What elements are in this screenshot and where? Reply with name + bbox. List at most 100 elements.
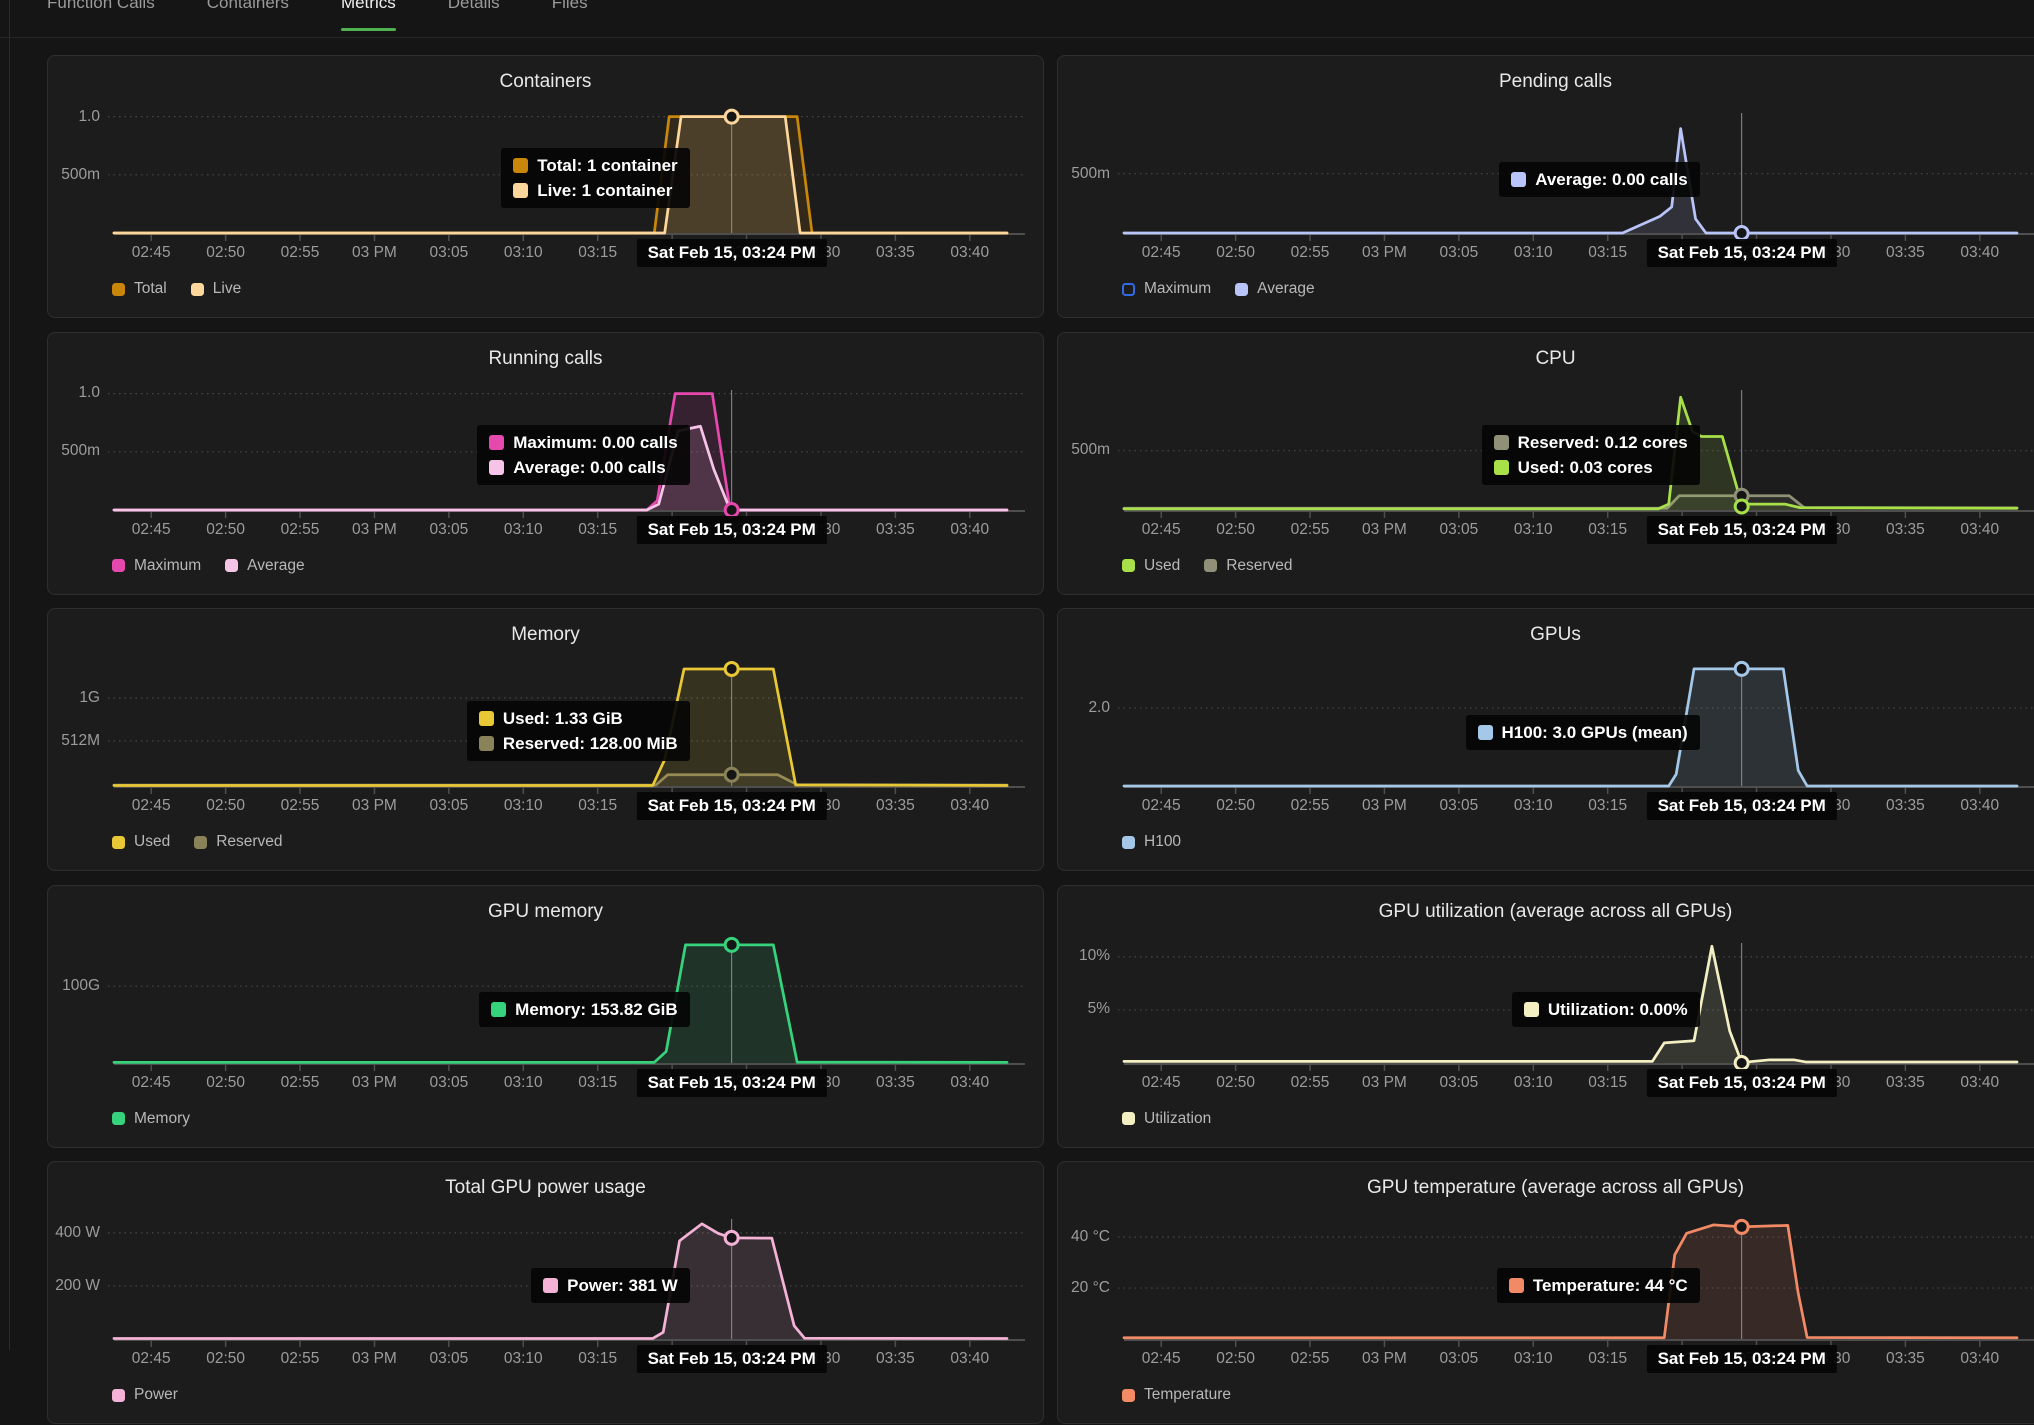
legend-color-chip	[112, 559, 125, 572]
chart-plot-containers[interactable]	[48, 56, 1045, 319]
x-axis-label: 03:35	[1885, 1073, 1925, 1091]
x-axis-label: 03:40	[1960, 797, 2000, 814]
series-color-chip	[543, 1278, 559, 1293]
x-axis-label: 03 PM	[352, 1350, 397, 1367]
x-axis-label: 03:05	[429, 244, 469, 261]
tab-bar: Function Calls Containers Metrics Details Fi…	[0, 0, 2034, 38]
chart-plot-cpu[interactable]	[1058, 333, 2034, 596]
tooltip-row: Maximum: 0.00 calls	[489, 434, 678, 451]
chart-legend: Power	[112, 1386, 178, 1404]
date-tooltip: Sat Feb 15, 03:24 PM	[636, 239, 827, 267]
chart-title: GPU utilization (average across all GPUs…	[1378, 900, 1733, 922]
legend-item-temperature[interactable]: Temperature	[1122, 1386, 1231, 1404]
series-color-chip	[478, 736, 494, 751]
legend-color-chip	[1122, 559, 1135, 572]
chart-legend: Maximum Average	[1122, 280, 1315, 298]
tab-details[interactable]: Details	[448, 0, 500, 37]
tab-containers[interactable]: Containers	[207, 0, 289, 37]
tooltip-value-text: Used: 1.33 GiB	[502, 709, 623, 728]
x-axis-label: 03 PM	[1362, 797, 1407, 814]
chart-card-gpu-utilization: GPU utilization (average across all GPUs…	[1057, 884, 2034, 1148]
x-axis-label: 02:55	[280, 797, 320, 814]
value-tooltip: Used: 1.33 GiB Reserved: 128.00 MiB	[466, 701, 690, 761]
crosshair-marker	[1733, 660, 1750, 677]
x-axis-label: 03:35	[1885, 1350, 1925, 1367]
tooltip-value-text: Average: 0.00 calls	[513, 457, 666, 477]
x-axis-label: 03:35	[875, 244, 915, 261]
x-axis-label: 02:50	[206, 244, 246, 261]
date-tooltip: Sat Feb 15, 03:24 PM	[1646, 792, 1837, 820]
tab-function-calls[interactable]: Function Calls	[47, 0, 155, 37]
chart-plot-memory[interactable]	[48, 609, 1045, 872]
crosshair-marker	[723, 501, 740, 518]
tab-metrics[interactable]: Metrics	[340, 0, 396, 37]
legend-item-live[interactable]: Live	[190, 280, 241, 298]
legend-item-total[interactable]: Total	[112, 280, 167, 298]
chart-plot-gpu-memory[interactable]	[48, 886, 1045, 1149]
x-axis-label: 02:50	[1216, 1350, 1256, 1367]
tooltip-row: H100: 3.0 GPUs (mean)	[1477, 723, 1688, 742]
legend-label: Utilization	[1144, 1109, 1212, 1127]
x-axis-label: 02:50	[1216, 244, 1256, 261]
x-axis-label: 02:45	[131, 1350, 171, 1367]
x-axis-label: 03:40	[950, 244, 990, 261]
series-color-chip	[1477, 725, 1493, 740]
y-axis-label: 1.0	[78, 107, 100, 125]
x-axis-label: 03:15	[1588, 1073, 1628, 1091]
legend-item-power[interactable]: Power	[112, 1386, 178, 1404]
chart-card-memory: Memory 1G 512M 02:45 02:50 02:55 03 PM 03:05 03:…	[47, 608, 1044, 871]
tab-label: Function Calls	[47, 0, 155, 12]
value-tooltip: H100: 3.0 GPUs (mean)	[1465, 715, 1700, 750]
legend-label: Memory	[134, 1109, 190, 1127]
chart-plot-gpus[interactable]	[1058, 609, 2034, 872]
legend-label: Maximum	[134, 556, 202, 574]
chart-legend: Used Reserved	[112, 833, 283, 851]
chart-card-gpus: GPUs 2.0 02:45 02:50 02:55 03 PM 03:05 03:10 03:…	[1057, 608, 2034, 871]
x-axis-label: 03:10	[1513, 244, 1553, 261]
legend-color-chip	[194, 835, 208, 849]
legend-item-used[interactable]: Used	[112, 833, 170, 851]
x-axis-label: 03 PM	[352, 244, 397, 261]
legend-item-used[interactable]: Used	[1122, 557, 1180, 575]
tab-label: Metrics	[340, 0, 396, 12]
date-tooltip: Sat Feb 15, 03:24 PM	[1646, 515, 1837, 544]
date-tooltip: Sat Feb 15, 03:24 PM	[636, 515, 827, 544]
x-axis-label: 03:15	[1588, 797, 1628, 814]
legend-item-reserved[interactable]: Reserved	[194, 833, 283, 851]
legend-label: Maximum	[1144, 280, 1212, 297]
chart-card-gpu-temperature: GPU temperature (average across all GPUs…	[1057, 1161, 2034, 1424]
legend-item-reserved[interactable]: Reserved	[1204, 557, 1293, 575]
legend-item-memory[interactable]: Memory	[112, 1110, 190, 1128]
value-tooltip: Reserved: 0.12 cores Used: 0.03 cores	[1481, 424, 1700, 485]
x-axis-label: 03:40	[950, 1350, 990, 1367]
legend-item-average[interactable]: Average	[225, 557, 305, 575]
tooltip-value-text: Temperature: 44 °C	[1532, 1276, 1688, 1295]
tab-label: Details	[447, 0, 500, 12]
tab-label: Containers	[206, 0, 289, 12]
legend-color-chip	[112, 835, 125, 849]
legend-item-average[interactable]: Average	[1235, 280, 1315, 298]
chart-plot-gpu-power[interactable]	[48, 1162, 1045, 1425]
legend-item-utilization[interactable]: Utilization	[1122, 1110, 1211, 1128]
value-tooltip: Utilization: 0.00%	[1511, 991, 1700, 1027]
legend-color-chip	[112, 282, 125, 296]
x-axis-label: 03:05	[429, 1073, 469, 1091]
crosshair-marker	[723, 108, 740, 125]
legend-label: Total	[134, 280, 167, 297]
tooltip-row: Reserved: 128.00 MiB	[478, 735, 678, 752]
legend-item-maximum[interactable]: Maximum	[112, 557, 201, 575]
chart-legend: Memory	[112, 1110, 190, 1128]
legend-item-maximum[interactable]: Maximum	[1122, 280, 1211, 298]
y-axis-label: 100G	[62, 976, 100, 994]
tab-files[interactable]: Files	[552, 0, 588, 37]
x-axis-label: 03:10	[503, 1073, 543, 1091]
value-tooltip: Power: 381 W	[531, 1268, 690, 1303]
x-axis-label: 03 PM	[352, 797, 397, 814]
tooltip-value-text: Power: 381 W	[567, 1276, 678, 1295]
tooltip-value-text: H100: 3.0 GPUs (mean)	[1501, 723, 1688, 742]
legend-item-h100[interactable]: H100	[1122, 833, 1181, 851]
chart-card-pending-calls: Pending calls 500m 02:45 02:50 02:55 03 PM 03:…	[1057, 55, 2034, 318]
x-axis-label: 03 PM	[1362, 1073, 1407, 1091]
x-axis-label: 02:55	[1290, 1073, 1330, 1091]
series-color-chip	[478, 711, 494, 726]
